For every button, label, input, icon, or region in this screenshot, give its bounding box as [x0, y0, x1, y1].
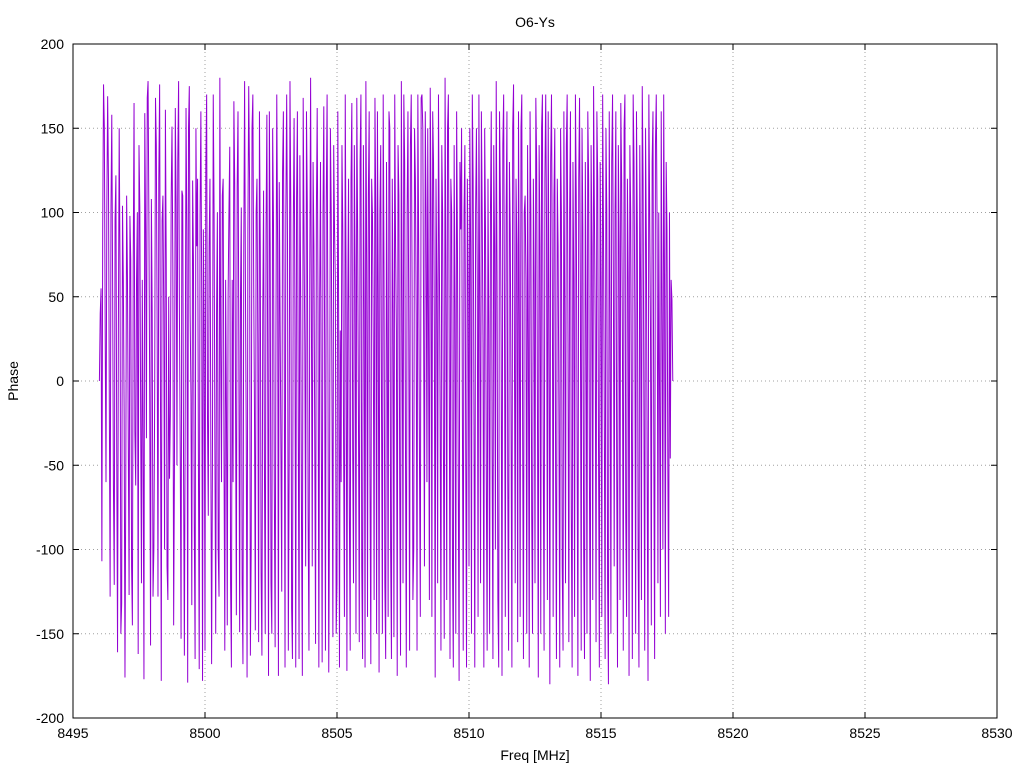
- y-tick-label: 50: [48, 289, 64, 305]
- x-tick-label: 8495: [57, 725, 88, 741]
- x-tick-label: 8520: [717, 725, 748, 741]
- y-axis-label: Phase: [5, 361, 21, 401]
- y-tick-label: -200: [36, 710, 64, 726]
- x-axis-label: Freq [MHz]: [500, 747, 569, 763]
- y-tick-label: -100: [36, 542, 64, 558]
- x-tick-label: 8500: [189, 725, 220, 741]
- y-tick-label: 100: [41, 205, 65, 221]
- phase-series-line: [98, 77, 674, 685]
- x-tick-label: 8525: [849, 725, 880, 741]
- x-tick-label: 8505: [321, 725, 352, 741]
- x-tick-label: 8515: [585, 725, 616, 741]
- y-tick-label: -50: [44, 457, 64, 473]
- y-tick-label: 200: [41, 36, 65, 52]
- series-layer: [98, 77, 674, 685]
- axis-ticks: 8495 8500 8505 8510 8515 8520 8525 8530 -200 -150…: [36, 36, 1013, 741]
- y-tick-label: -150: [36, 626, 64, 642]
- x-tick-label: 8530: [981, 725, 1012, 741]
- y-tick-label: 150: [41, 120, 65, 136]
- y-tick-label: 0: [56, 373, 64, 389]
- chart-title: O6-Ys: [515, 14, 555, 30]
- x-tick-label: 8510: [453, 725, 484, 741]
